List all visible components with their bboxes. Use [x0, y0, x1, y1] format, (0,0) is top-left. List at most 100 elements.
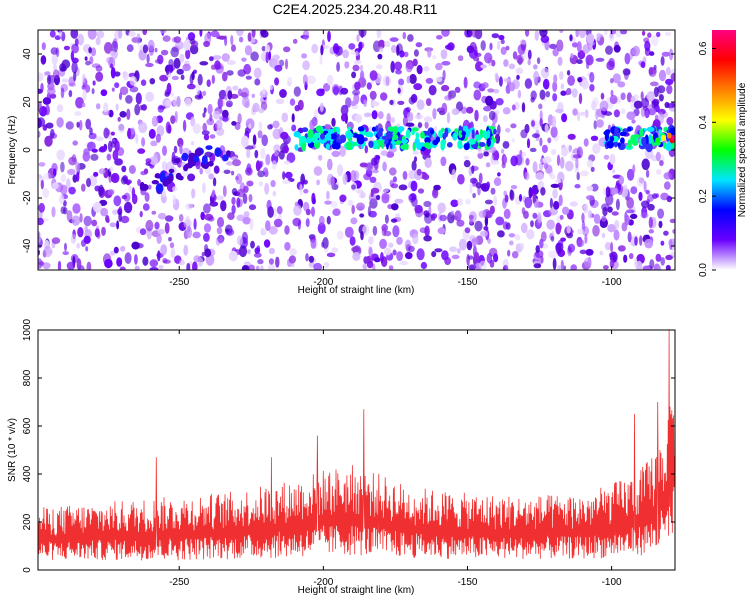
spectrogram-cell: [539, 30, 548, 38]
spectrogram-cell: [665, 66, 671, 76]
spectrogram-cell: [359, 213, 365, 218]
spectrogram-cell: [354, 81, 361, 91]
spectrogram-cell: [603, 154, 610, 160]
spectrogram-cell: [222, 71, 228, 82]
spectrogram-cell: [358, 41, 363, 51]
spectrogram-cell: [180, 74, 185, 81]
spectrogram-cell: [231, 44, 236, 52]
spectrogram-cell: [98, 168, 106, 175]
spectrogram-cell: [118, 211, 122, 223]
spectrogram-cell: [265, 154, 271, 166]
spectrogram-cell: [559, 156, 565, 169]
spectrogram-cell: [466, 106, 474, 114]
spectrogram-cell: [524, 196, 533, 209]
spectrogram-cell: [95, 136, 104, 142]
spectrogram-cell: [326, 252, 336, 258]
spectrogram-cell: [610, 78, 614, 84]
spectrogram-cell: [42, 97, 52, 105]
spectrogram-cell: [232, 85, 239, 91]
spectrogram-cell: [501, 148, 505, 154]
spectrogram-band-cell: [446, 142, 453, 148]
x-tick-label: -100: [602, 277, 622, 288]
spectrogram-cell: [327, 158, 333, 171]
spectrogram-cell: [191, 188, 196, 199]
spectrogram-cell: [172, 194, 177, 206]
spectrogram-cell: [519, 149, 523, 157]
spectrogram-cell: [617, 245, 626, 252]
spectrogram-cell: [70, 50, 75, 61]
spectrogram-cell: [284, 160, 291, 165]
spectrogram-cell: [141, 104, 148, 111]
spectrogram-cell: [480, 40, 486, 51]
spectrogram-cell: [639, 235, 643, 246]
spectrogram-cell: [413, 156, 418, 163]
spectrogram-cell: [396, 236, 403, 245]
spectrogram-cell: [258, 181, 264, 187]
spectrogram-cell: [647, 32, 652, 38]
spectrogram-cell: [148, 128, 156, 139]
spectrogram-cell: [495, 98, 504, 106]
spectrogram-cell: [240, 92, 248, 98]
spectrogram-cell: [139, 210, 143, 218]
spectrogram-cell: [611, 211, 619, 216]
spectrogram-cell: [540, 187, 546, 196]
spectrogram-cell: [582, 204, 588, 210]
spectrogram-cell: [165, 64, 170, 76]
spectrogram-cell: [272, 190, 277, 197]
spectrogram-cell: [116, 220, 120, 230]
spectrogram-cell: [525, 158, 530, 166]
spectrogram-cell: [388, 242, 394, 248]
y-tick-label: 400: [22, 465, 33, 482]
spectrogram-cell: [339, 194, 347, 203]
spectrogram-cell: [193, 255, 201, 263]
spectrogram-cell: [655, 151, 661, 162]
spectrogram-cell: [85, 60, 91, 66]
spectrogram-band-cell: [294, 144, 299, 151]
spectrogram-cell: [348, 43, 356, 50]
spectrogram-cell: [88, 47, 92, 54]
spectrogram-cell: [579, 249, 587, 255]
spectrogram-cell: [363, 173, 371, 181]
spectrogram-cell: [164, 215, 174, 222]
spectrogram-cell: [653, 86, 659, 98]
spectrogram-cell: [60, 66, 67, 72]
spectrogram-cell: [107, 140, 113, 153]
spectrogram-cell: [493, 253, 499, 263]
spectrogram-band-cell: [352, 133, 359, 138]
spectrogram-cell: [640, 91, 644, 100]
spectrogram-cell: [567, 133, 576, 140]
spectrogram-cell: [108, 56, 116, 69]
spectrogram-cell: [56, 104, 64, 113]
spectrogram-cell: [224, 95, 228, 101]
spectrogram-cell: [131, 193, 138, 205]
spectrogram-cell: [580, 170, 589, 177]
spectrogram-cell: [145, 91, 155, 102]
spectrogram-cell: [555, 108, 564, 113]
spectrogram-cell: [76, 242, 81, 249]
spectrogram-cell: [241, 264, 250, 270]
spectrogram-cell: [227, 90, 233, 100]
spectrogram-cell: [441, 84, 450, 92]
spectrogram-cell: [310, 239, 317, 249]
spectrogram-ylabel: Frequency (Hz): [7, 116, 18, 185]
spectrogram-cell: [601, 203, 610, 211]
spectrogram-cell: [589, 71, 595, 83]
spectrogram-cell: [399, 261, 409, 266]
spectrogram-band-cell: [315, 125, 322, 133]
spectrogram-band-cell: [369, 132, 374, 138]
spectrogram-band-cell: [444, 127, 449, 138]
spectrogram-cell: [633, 100, 643, 109]
spectrogram-cell: [269, 84, 273, 91]
spectrogram-cell: [371, 101, 380, 107]
spectrogram-cell: [164, 91, 170, 97]
spectrogram-cell: [670, 72, 675, 82]
spectrogram-cell: [632, 164, 636, 174]
spectrogram-cell: [626, 111, 636, 120]
spectrogram-band-cell: [430, 129, 435, 135]
spectrogram-cell: [245, 167, 253, 176]
spectrogram-cell: [408, 96, 416, 105]
spectrogram-cell: [623, 254, 628, 263]
y-tick-label: 0: [22, 567, 33, 573]
spectrogram-cell: [149, 267, 159, 270]
spectrogram-cell: [451, 254, 460, 260]
